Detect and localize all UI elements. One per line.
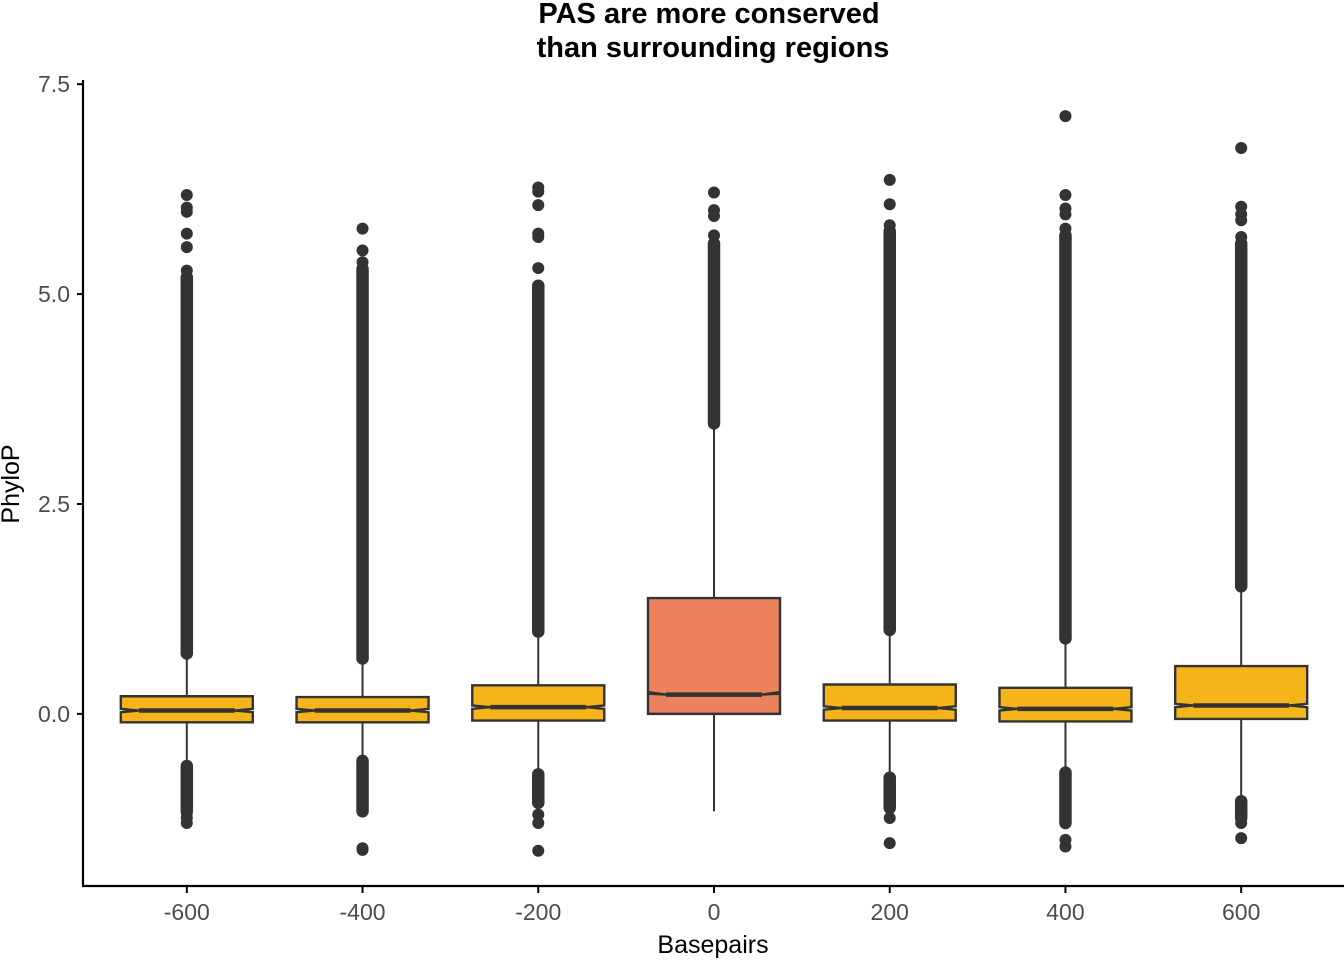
outlier-point — [1235, 817, 1248, 830]
outlier-point — [1059, 833, 1072, 846]
outlier-point — [1235, 231, 1248, 244]
outlier-point — [356, 256, 369, 269]
outlier-point — [180, 241, 193, 254]
outlier-point — [532, 844, 545, 857]
outlier-point — [180, 189, 193, 202]
outlier-point — [356, 222, 369, 235]
outlier-point — [883, 198, 896, 211]
chart-title-line-2: than surrounding regions — [537, 32, 890, 64]
outlier-point — [1235, 142, 1248, 155]
outlier-point — [1235, 214, 1248, 227]
box — [998, 686, 1133, 723]
x-tick-label: 600 — [1222, 899, 1260, 925]
outlier-point — [1059, 110, 1072, 123]
x-tick-label: -400 — [340, 899, 386, 925]
outlier-point — [532, 199, 545, 212]
outlier-point — [532, 808, 545, 821]
box — [471, 684, 606, 722]
box-group — [998, 110, 1133, 853]
outlier-point — [180, 806, 193, 819]
outlier-point — [1235, 832, 1248, 845]
plot-area — [119, 110, 1309, 857]
x-tick-label: 400 — [1046, 899, 1084, 925]
box-group — [295, 222, 430, 856]
outlier-point — [1059, 208, 1072, 221]
box-group — [119, 189, 255, 830]
outlier-point — [708, 229, 720, 242]
x-axis-label: Basepairs — [657, 931, 768, 959]
outlier-point — [356, 843, 369, 856]
outlier-point — [883, 811, 896, 824]
outlier-point — [883, 173, 896, 186]
outlier-point — [708, 417, 720, 430]
box — [822, 683, 957, 722]
outlier-point — [1059, 222, 1072, 235]
x-tick-label: 0 — [708, 899, 721, 925]
outlier-point — [532, 625, 545, 638]
x-tick-label: -200 — [515, 899, 561, 925]
x-axis-ticks: -600 -400 -200 0 200 400 600 — [164, 886, 1260, 925]
outlier-point — [708, 186, 720, 199]
outlier-point — [883, 219, 896, 232]
x-tick-label: -600 — [164, 899, 210, 925]
outlier-point — [180, 647, 193, 660]
y-axis-ticks: 0.0 2.5 5.0 7.5 — [38, 71, 83, 727]
box-group — [1173, 142, 1309, 845]
outlier-point — [532, 262, 545, 275]
outlier-point — [532, 185, 545, 198]
chart-title-line-1: PAS are more conserved — [538, 0, 879, 30]
y-tick-label: 5.0 — [38, 281, 70, 307]
outlier-point — [180, 227, 193, 240]
outlier-point — [180, 264, 193, 277]
outlier-point — [532, 817, 545, 830]
box-group — [646, 186, 782, 812]
y-axis-label: PhyloP — [0, 444, 25, 523]
outlier-point — [883, 623, 896, 636]
outlier-point — [180, 205, 193, 218]
y-tick-label: 7.5 — [38, 71, 70, 97]
box-group — [822, 173, 957, 850]
outlier-point — [532, 231, 545, 244]
y-tick-label: 2.5 — [38, 491, 70, 517]
x-tick-label: 200 — [871, 899, 909, 925]
outlier-point — [883, 837, 896, 850]
outlier-point — [356, 244, 369, 257]
box-highlight — [646, 596, 782, 716]
outlier-point — [1059, 632, 1072, 645]
outlier-point — [356, 652, 369, 665]
box-group — [471, 181, 606, 857]
y-tick-label: 0.0 — [38, 701, 70, 727]
outlier-point — [1059, 189, 1072, 202]
outlier-point — [708, 210, 720, 223]
outlier-point — [1235, 580, 1248, 593]
box — [1173, 664, 1309, 721]
